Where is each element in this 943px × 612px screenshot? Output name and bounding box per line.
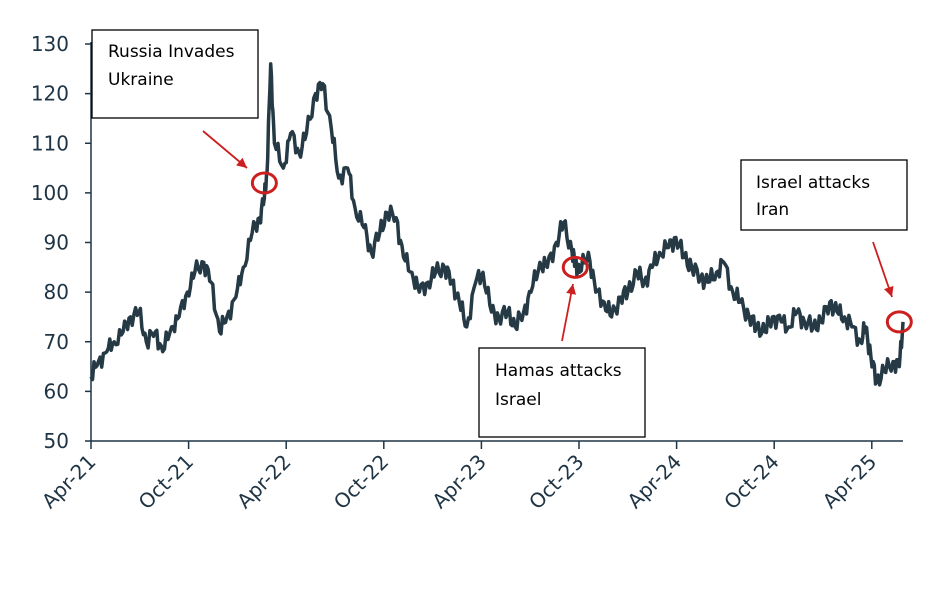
annotation-box <box>478 347 646 438</box>
series-layer <box>89 62 905 387</box>
annotation-text: Russia Invades <box>108 42 235 62</box>
y-tick-label: 90 <box>44 231 69 255</box>
annotation-text: Israel <box>495 390 541 410</box>
annotation-arrowhead <box>566 284 577 295</box>
annotation-arrowhead <box>236 157 247 168</box>
event-marker-circle <box>885 310 913 334</box>
annotation-2: Israel attacks Iran <box>740 159 913 334</box>
y-tick-label: 120 <box>31 82 69 106</box>
price-series-line <box>89 62 905 387</box>
annotation-text: Hamas attacks <box>495 361 622 381</box>
event-marker-circle <box>250 171 278 195</box>
event-marker-circle <box>561 255 589 279</box>
x-tick-label: Oct-24 <box>719 450 784 515</box>
x-tick-label: Oct-21 <box>134 450 199 515</box>
x-tick-label: Apr-24 <box>622 450 686 514</box>
y-tick-label: 130 <box>31 32 69 56</box>
x-tick-label: Oct-23 <box>524 450 589 515</box>
y-tick-label: 110 <box>31 131 69 155</box>
y-tick-label: 70 <box>44 330 69 354</box>
annotation-box <box>740 159 908 231</box>
annotation-text: Iran <box>756 200 789 220</box>
x-tick-label: Apr-23 <box>427 450 491 514</box>
annotation-arrowhead <box>884 285 894 297</box>
annotation-layer: Russia Invades Ukraine Hamas attacks Israel… <box>91 29 913 438</box>
x-tick-label: Oct-22 <box>329 450 394 515</box>
x-axis: Apr-21 Oct-21 Apr-22 Oct-22 Apr-23 Oct-23 Apr-… <box>37 440 903 515</box>
y-tick-label: 60 <box>44 379 69 403</box>
x-tick-label: Apr-25 <box>818 450 882 514</box>
x-tick-label: Apr-22 <box>232 450 296 514</box>
annotation-1: Hamas attacks Israel <box>478 255 646 438</box>
y-tick-label: 100 <box>31 181 69 205</box>
annotation-0: Russia Invades Ukraine <box>91 29 278 195</box>
y-tick-label: 50 <box>44 429 69 453</box>
annotation-text: Ukraine <box>108 70 174 90</box>
annotation-text: Israel attacks <box>756 173 870 193</box>
y-axis: 50 60 70 80 90 100 110 120 130 <box>31 32 92 453</box>
y-tick-label: 80 <box>44 280 69 304</box>
annotation-box <box>91 29 259 119</box>
x-tick-label: Apr-21 <box>37 450 101 514</box>
